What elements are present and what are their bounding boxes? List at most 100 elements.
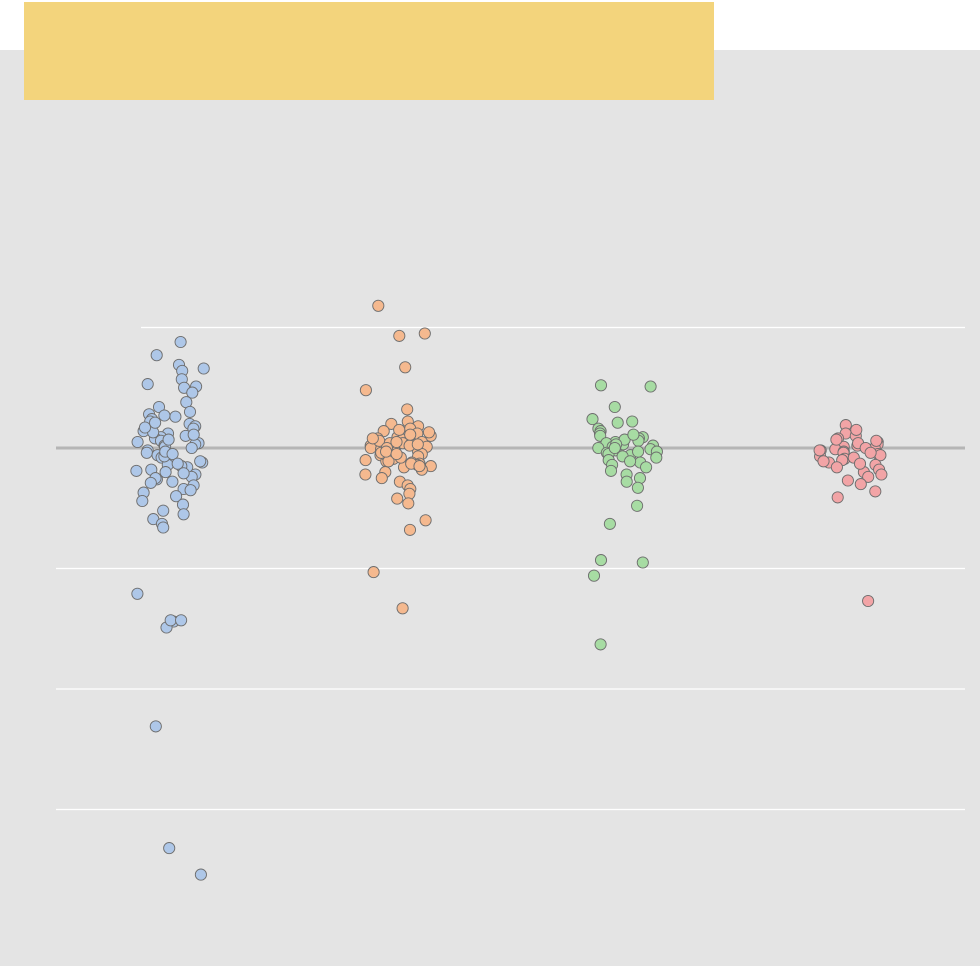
data-point (831, 491, 844, 504)
data-point (853, 457, 867, 470)
data-point (632, 445, 645, 458)
data-point (587, 569, 601, 582)
data-point (399, 361, 412, 374)
data-point (830, 461, 843, 474)
data-point (830, 433, 843, 446)
data-point (411, 438, 424, 451)
data-point (390, 447, 403, 461)
data-point (854, 478, 867, 491)
data-point (636, 556, 649, 569)
data-point (197, 362, 210, 375)
data-point (136, 494, 149, 508)
data-point (177, 467, 190, 480)
data-point (184, 484, 197, 497)
data-point (131, 587, 144, 600)
data-point (144, 476, 157, 489)
data-point (631, 499, 644, 512)
data-point (359, 384, 372, 397)
data-point (141, 378, 154, 391)
data-point (604, 464, 618, 477)
data-point (586, 413, 599, 426)
data-point (403, 523, 417, 536)
data-point (380, 445, 393, 458)
data-point (391, 492, 404, 505)
data-point (418, 327, 431, 340)
data-point (171, 457, 184, 470)
data-point (594, 638, 607, 651)
data-point (402, 497, 415, 510)
data-point (166, 475, 179, 488)
data-point (413, 460, 426, 473)
data-point (157, 504, 170, 517)
data-point (157, 521, 170, 534)
data-point (870, 434, 883, 447)
data-point (159, 466, 172, 479)
data-point (174, 335, 187, 349)
data-points (130, 299, 888, 881)
data-point (170, 490, 183, 503)
gridlines (56, 326, 965, 811)
data-point (150, 349, 163, 362)
data-point (163, 842, 176, 855)
data-point (422, 426, 436, 439)
data-point (375, 472, 388, 485)
data-point (187, 428, 200, 441)
data-point (401, 403, 414, 416)
data-point (603, 517, 616, 530)
data-point (359, 468, 372, 481)
data-point (608, 441, 621, 455)
data-point (633, 472, 647, 485)
data-point (366, 432, 379, 445)
data-point (393, 423, 406, 436)
data-point (594, 379, 608, 392)
data-point (869, 485, 882, 498)
data-point (149, 416, 162, 429)
data-point (841, 474, 854, 487)
data-point (166, 447, 179, 461)
data-point (359, 454, 372, 467)
data-point (140, 446, 153, 459)
data-point (813, 444, 826, 457)
data-point (620, 475, 633, 488)
title-bar (24, 2, 714, 100)
data-point (372, 299, 385, 312)
data-point (390, 435, 403, 449)
data-point (152, 400, 166, 414)
plot-panel (0, 50, 980, 966)
data-point (393, 329, 406, 342)
data-point (177, 508, 190, 521)
data-point (131, 435, 144, 449)
data-point (631, 481, 644, 494)
data-point (164, 614, 177, 627)
data-point (194, 455, 207, 468)
data-point (627, 428, 640, 441)
data-point (367, 566, 380, 579)
data-point (138, 421, 152, 434)
data-point (611, 416, 624, 429)
data-point (850, 423, 863, 436)
data-point (650, 451, 663, 464)
data-point (404, 428, 417, 441)
data-point (162, 433, 175, 446)
data-point (862, 470, 875, 483)
data-point (149, 720, 162, 733)
data-point (169, 410, 182, 423)
data-point (640, 461, 653, 474)
data-point (158, 409, 171, 422)
data-point (396, 602, 409, 615)
data-point (130, 464, 143, 477)
data-point (185, 441, 198, 455)
data-point (419, 514, 432, 527)
data-point (644, 380, 657, 393)
data-point (624, 455, 637, 468)
data-point (626, 415, 639, 428)
data-point (594, 554, 608, 567)
data-point (862, 594, 875, 608)
data-point (817, 455, 830, 468)
data-point (186, 386, 199, 399)
data-point (875, 468, 888, 481)
data-point (194, 868, 207, 881)
data-point (608, 400, 621, 414)
